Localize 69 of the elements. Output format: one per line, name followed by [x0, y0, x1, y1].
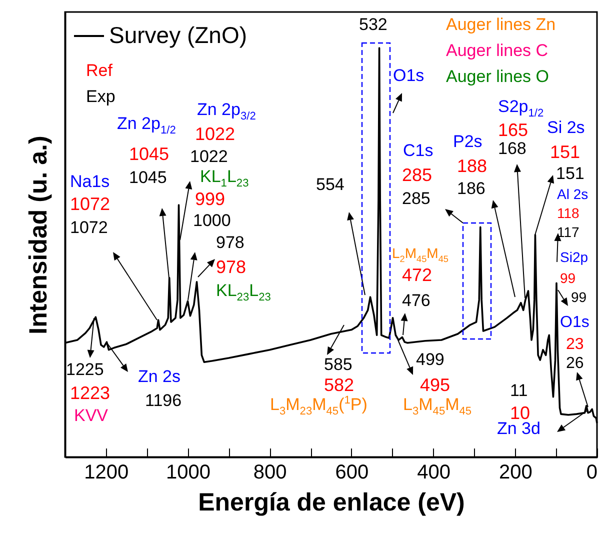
x-tick-label: 600 [335, 462, 369, 484]
text: L$_{3}$M$_{23}$M$_{45}$($^{1}$P) [270, 394, 368, 418]
annotation: Ref [86, 61, 112, 80]
annotation: 978 [216, 257, 246, 277]
annotation: KL$_{23}$L$_{23}$ [216, 281, 271, 304]
annotation: KL$_{1}$L$_{23}$ [200, 167, 249, 190]
annotation: Al 2s [557, 186, 588, 202]
x-tick-label: 200 [498, 462, 532, 484]
annotation: Auger lines O [446, 67, 549, 86]
x-tick-label: 400 [417, 462, 450, 484]
annotation: 99 [560, 270, 576, 286]
annotation: C1s [403, 141, 434, 160]
annotation: 999 [195, 189, 226, 209]
annotation: 186 [457, 179, 486, 198]
annotation: Si2p [560, 249, 588, 265]
y-axis-title: Intensidad (u. a.) [24, 136, 52, 334]
annotation: P2s [453, 132, 482, 151]
annotation: S2p$_{1/2}$ [498, 97, 544, 120]
x-tick-label: 800 [253, 462, 287, 484]
annotation: 285 [402, 165, 432, 185]
annotation: 151 [556, 164, 584, 183]
annotation: 1223 [70, 383, 110, 403]
annotation: 499 [416, 350, 444, 369]
annotation: KVV [74, 406, 108, 425]
annotation: 472 [402, 265, 432, 285]
annotation: 23 [566, 336, 584, 353]
annotation: 978 [216, 233, 244, 252]
annotation: L$_{3}$M$_{45}$M$_{45}$ [403, 395, 472, 418]
annotation: 495 [420, 375, 450, 395]
annotation: 285 [402, 189, 430, 208]
x-tick-label: 0 [586, 462, 598, 484]
annotation: 168 [498, 139, 526, 158]
annotation: 1045 [129, 144, 170, 164]
annotation: O1s [393, 66, 424, 85]
annotation: Si 2s [547, 118, 585, 137]
x-tick-label: 1000 [166, 462, 211, 484]
annotation: 582 [324, 375, 354, 395]
annotation: 11 [510, 381, 528, 400]
annotation: L$_{2}$M$_{45}$M$_{45}$ [392, 245, 448, 264]
annotation: 1072 [70, 194, 110, 214]
annotation: 1045 [129, 168, 167, 187]
annotation: 1022 [190, 147, 228, 166]
text: Auger lines Zn [446, 15, 556, 34]
annotation: 1225 [66, 360, 104, 379]
annotation: Zn 2s [138, 367, 181, 386]
annotation: 188 [457, 156, 488, 176]
annotation: Zn 2p$_{1/2}$ [117, 114, 176, 136]
annotation: Exp [86, 87, 116, 106]
annotation: 1000 [193, 211, 231, 230]
x-tick-label: 1200 [84, 462, 129, 484]
annotation: 118 [557, 205, 580, 221]
annotation: 585 [324, 355, 352, 374]
annotation: 165 [498, 120, 528, 140]
annotation: 151 [550, 142, 580, 162]
x-axis-title: Energía de enlace (eV) [198, 488, 465, 516]
annotation: 26 [566, 355, 584, 372]
annotation: 1022 [195, 124, 236, 144]
annotation: 117 [557, 224, 580, 240]
annotation: 554 [316, 175, 344, 194]
annotation: 476 [402, 291, 430, 310]
annotation: Auger lines C [446, 41, 548, 60]
annotation: Zn 2p$_{3/2}$ [197, 100, 256, 122]
annotation: 99 [571, 289, 587, 305]
annotation: O1s [560, 314, 590, 331]
text: 532 [359, 15, 388, 34]
annotation: 1196 [145, 391, 182, 410]
legend-label: Survey (ZnO) [109, 22, 248, 48]
annotation: 1072 [70, 218, 108, 237]
annotation: Na1s [70, 172, 110, 191]
